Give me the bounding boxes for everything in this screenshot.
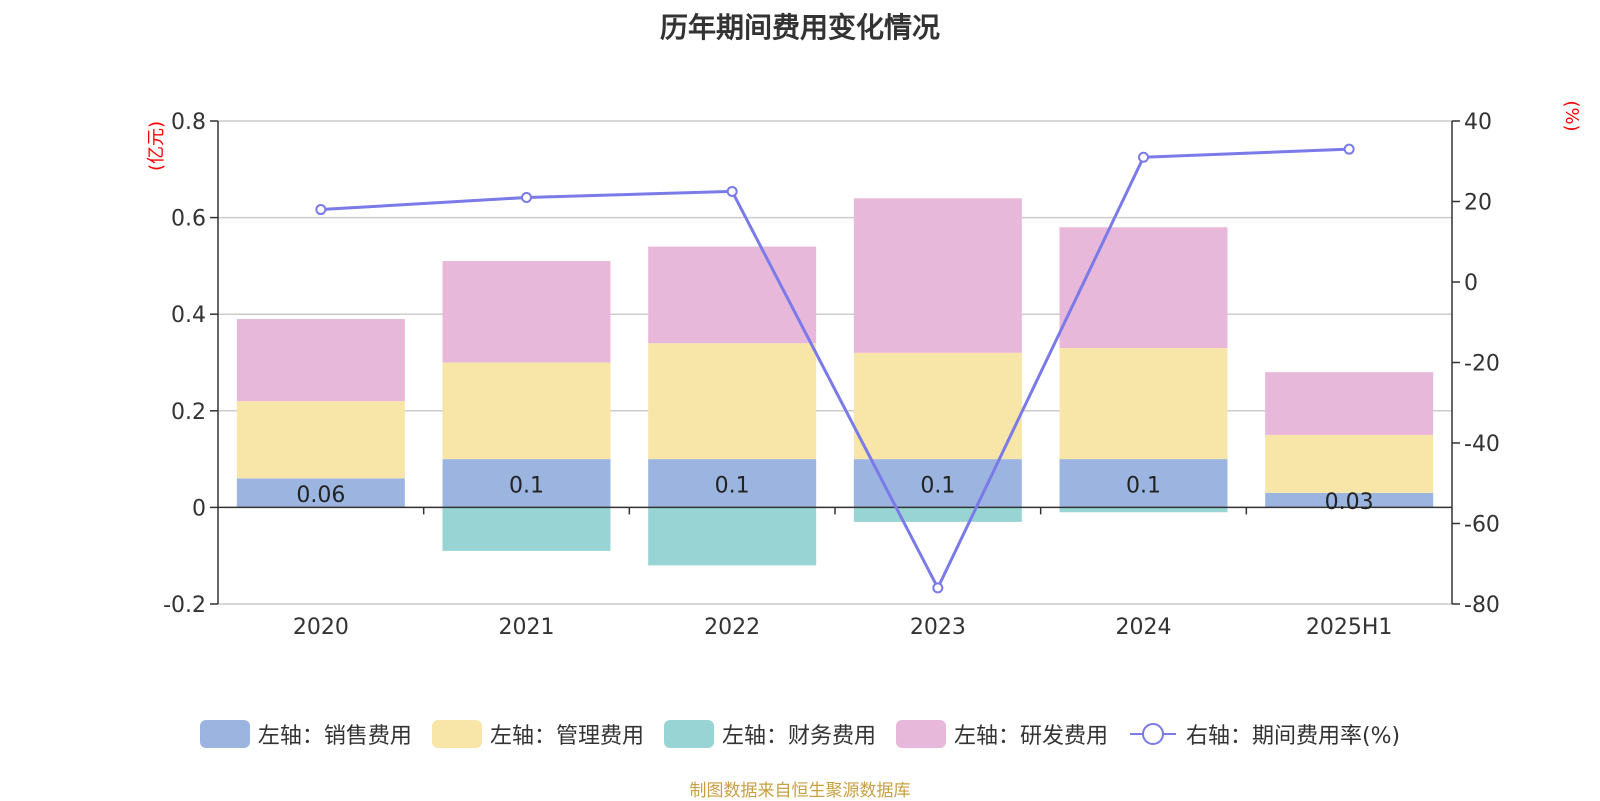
- legend-swatch: [663, 720, 714, 748]
- bar-data-label: 0.03: [1325, 490, 1374, 515]
- bar-segment: [853, 507, 1022, 522]
- legend-swatch: [895, 720, 946, 748]
- x-axis-tick-label: 2022: [704, 615, 760, 640]
- right-axis-tick-label: -80: [1464, 593, 1500, 618]
- bar-segment: [1059, 459, 1228, 508]
- x-axis-tick-label: 2021: [499, 615, 555, 640]
- bar-segment: [853, 459, 1022, 508]
- left-axis-tick-label: 0.6: [171, 207, 206, 232]
- bar-segment: [236, 319, 405, 402]
- bar-segment: [1059, 227, 1228, 349]
- bar-segment: [1059, 348, 1228, 460]
- legend-swatch: [431, 720, 482, 748]
- left-axis-tick-label: 0: [192, 496, 206, 521]
- bar-segment: [442, 507, 611, 551]
- left-axis-tick-label: 0.4: [171, 303, 206, 328]
- bar-segment: [648, 343, 817, 460]
- rate-line: [320, 147, 1350, 592]
- x-axis-tick-label: 2024: [1116, 615, 1172, 640]
- legend-item[interactable]: 左轴：销售费用: [199, 718, 412, 750]
- legend-label: 左轴：销售费用: [257, 724, 412, 749]
- legend-swatch: [199, 720, 250, 748]
- legend-line-swatch: [1129, 723, 1176, 745]
- bar-segment: [1059, 507, 1228, 513]
- right-axis-tick-label: 20: [1464, 191, 1492, 216]
- bar-data-label: 0.1: [715, 473, 750, 498]
- bar-segment: [442, 459, 611, 508]
- legend-item[interactable]: 左轴：研发费用: [895, 718, 1108, 750]
- bar-segment: [648, 246, 817, 344]
- right-axis-tick-label: 40: [1464, 110, 1492, 135]
- source-note: 制图数据来自恒生聚源数据库: [689, 781, 911, 801]
- rate-point: [726, 185, 738, 197]
- rate-point: [315, 204, 327, 216]
- bar-segment: [648, 459, 817, 508]
- right-axis-tick-label: -20: [1464, 352, 1500, 377]
- x-axis-tick-label: 2025H1: [1306, 615, 1393, 640]
- bar-data-label: 0.1: [509, 473, 544, 498]
- rate-point: [521, 191, 532, 203]
- bar-data-label: 0.1: [920, 473, 955, 498]
- legend-label: 左轴：研发费用: [953, 724, 1108, 749]
- chart-title: 历年期间费用变化情况: [659, 11, 940, 44]
- bar-segment: [236, 401, 405, 479]
- rate-point: [932, 582, 944, 594]
- bar-segment: [1265, 372, 1434, 435]
- x-axis-tick-label: 2020: [293, 615, 349, 640]
- bar-segment: [853, 198, 1022, 353]
- right-axis-tick-label: 0: [1464, 271, 1478, 296]
- legend-label: 左轴：财务费用: [721, 724, 876, 749]
- left-axis-unit: (亿元): [146, 121, 167, 171]
- legend-item[interactable]: 左轴：管理费用: [431, 718, 644, 750]
- bar-segment: [648, 507, 817, 566]
- bar-segment: [1265, 492, 1434, 508]
- bar-segment: [1265, 434, 1434, 493]
- bar-segment: [853, 352, 1022, 460]
- right-axis-tick-label: -40: [1464, 432, 1500, 457]
- chart-canvas: 0.8 0.6 0.4 0.2 0 -0.2 (亿元) 40 20 0 -20 -40 -60 -80 (%…: [146, 100, 1582, 640]
- legend-label: 右轴：期间费用率(%): [1185, 724, 1401, 749]
- bar-data-label: 0.06: [296, 483, 345, 508]
- bar-data-label: 0.1: [1126, 473, 1161, 498]
- legend: 左轴：销售费用 左轴：管理费用 左轴：财务费用 左轴：研发费用 右轴：期间费用率(%): [0, 718, 1600, 750]
- legend-label: 左轴：管理费用: [489, 724, 644, 749]
- bar-segment: [442, 362, 611, 460]
- x-axis-tick-label: 2023: [910, 615, 966, 640]
- rate-point: [1343, 143, 1355, 155]
- bar-segment: [236, 478, 405, 508]
- bar-segment: [442, 261, 611, 363]
- left-axis-tick-label: -0.2: [163, 593, 206, 618]
- right-axis-tick-label: -60: [1464, 513, 1500, 538]
- legend-item[interactable]: 左轴：财务费用: [663, 718, 876, 750]
- right-axis-unit: (%): [1561, 100, 1582, 131]
- left-axis-tick-label: 0.8: [171, 110, 206, 135]
- rate-point: [1138, 151, 1149, 163]
- legend-item[interactable]: 右轴：期间费用率(%): [1128, 718, 1400, 750]
- left-axis-tick-label: 0.2: [171, 400, 206, 425]
